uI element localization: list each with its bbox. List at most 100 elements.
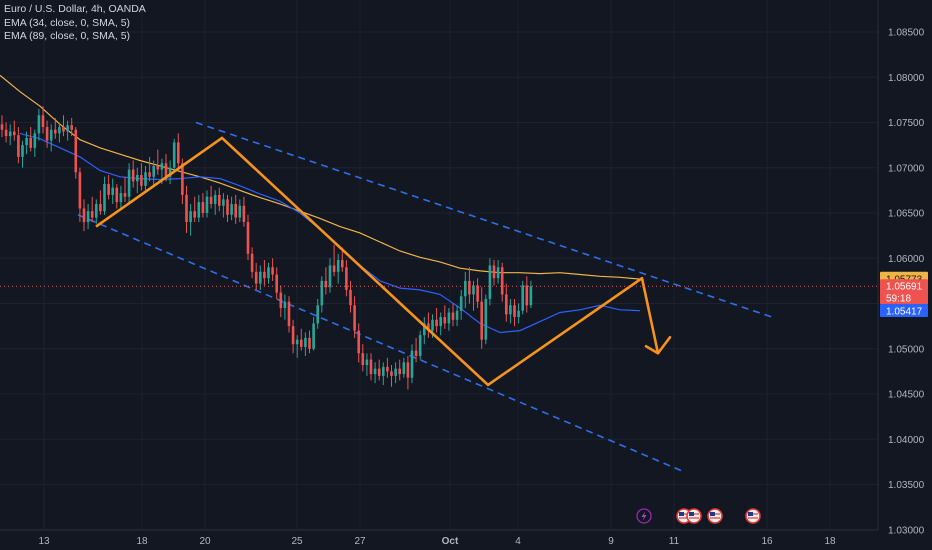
candle — [443, 305, 447, 329]
candle — [464, 271, 467, 309]
candle — [25, 131, 28, 155]
candle — [316, 298, 319, 329]
candle — [17, 127, 20, 164]
candle-body — [509, 305, 512, 315]
candle — [312, 317, 315, 351]
time-tick-label: Oct — [442, 536, 459, 547]
us-flag-icon[interactable] — [686, 508, 702, 524]
candle-body — [365, 359, 369, 366]
candle-body — [443, 317, 447, 324]
candle-body — [295, 339, 299, 345]
candle-body — [484, 298, 488, 340]
candle — [33, 129, 37, 157]
candle-body — [377, 368, 381, 376]
candle-body — [119, 193, 123, 203]
candle-body — [459, 296, 463, 311]
candle — [377, 359, 381, 381]
us-flag-icon[interactable] — [745, 508, 761, 524]
candle — [308, 330, 311, 354]
time-axis[interactable]: 13 18 20 25 27 Oct 4 9 11 16 18 — [0, 529, 878, 547]
candle-body — [107, 184, 110, 195]
candle-body — [472, 285, 475, 295]
candle-body — [308, 337, 311, 349]
price-tick-label: 1.04500 — [888, 390, 925, 401]
candle-body — [230, 203, 233, 215]
ema-89-legend[interactable]: EMA (89, close, 0, SMA, 5) — [4, 30, 131, 42]
candle-body — [254, 271, 258, 284]
candle-body — [160, 163, 164, 170]
candle — [95, 199, 98, 224]
candle-body — [74, 129, 78, 173]
time-tick-label: 4 — [515, 536, 521, 547]
candle — [0, 115, 4, 137]
candle — [49, 124, 53, 152]
candle-body — [0, 124, 4, 130]
lightning-icon[interactable] — [636, 508, 652, 524]
candle — [472, 280, 475, 311]
symbol-title[interactable]: Euro / U.S. Dollar, 4h, OANDA — [4, 3, 146, 15]
candle — [390, 365, 393, 387]
candle — [189, 203, 192, 236]
candle-body — [488, 265, 492, 299]
candle-body — [336, 260, 340, 272]
time-tick-label: 11 — [669, 536, 680, 547]
candle — [197, 194, 201, 223]
candle-body — [205, 196, 209, 213]
zigzag-drawing[interactable] — [95, 136, 672, 387]
candle — [115, 184, 119, 209]
time-tick-label: 9 — [608, 536, 614, 547]
zigzag-path — [95, 136, 643, 387]
candle — [496, 260, 500, 284]
candle-body — [390, 371, 393, 376]
candle — [156, 149, 160, 175]
time-tick-label: 18 — [136, 536, 148, 547]
us-flag-icon[interactable] — [707, 508, 723, 524]
candle-body — [492, 265, 496, 279]
candle-body — [131, 169, 135, 182]
candle — [361, 344, 365, 372]
candle-body — [513, 305, 516, 318]
price-tick-label: 1.05000 — [888, 344, 925, 355]
candle — [328, 258, 332, 293]
candle-body — [82, 208, 86, 223]
channel-upper-line — [195, 121, 773, 318]
candle-body — [279, 292, 283, 309]
candle-body — [406, 362, 410, 378]
candle — [410, 344, 414, 384]
candle-body — [271, 267, 274, 275]
candle-body — [78, 172, 82, 209]
candle-body — [246, 222, 250, 254]
candle-body — [189, 211, 192, 223]
candle — [111, 178, 114, 204]
candle — [226, 194, 229, 223]
candle — [172, 138, 176, 173]
candle-body — [201, 202, 205, 213]
candle-body — [291, 326, 295, 345]
candle — [332, 244, 336, 277]
candle — [103, 176, 106, 215]
price-tick-label: 1.07000 — [888, 163, 925, 174]
us-flag-icon-canton — [710, 512, 715, 516]
ema-34-legend[interactable]: EMA (34, close, 0, SMA, 5) — [4, 16, 131, 29]
candle — [205, 190, 209, 218]
candlesticks — [0, 106, 533, 390]
candle-body — [357, 330, 360, 354]
price-tick-label: 1.03000 — [888, 525, 925, 536]
candle-body — [529, 286, 533, 306]
candle — [345, 260, 348, 297]
ema-34-price-tag-box — [880, 304, 928, 318]
event-markers[interactable] — [636, 508, 761, 524]
candle-body — [103, 184, 106, 212]
candle — [369, 353, 373, 381]
lightning-icon-bolt — [641, 511, 647, 521]
candle-body — [468, 280, 471, 295]
time-tick-label: 27 — [354, 536, 366, 547]
candle-body — [144, 172, 147, 186]
candle-body — [521, 285, 524, 311]
trend-channel[interactable] — [77, 121, 773, 472]
price-tick-label: 1.07500 — [888, 118, 925, 129]
candle — [54, 117, 57, 139]
